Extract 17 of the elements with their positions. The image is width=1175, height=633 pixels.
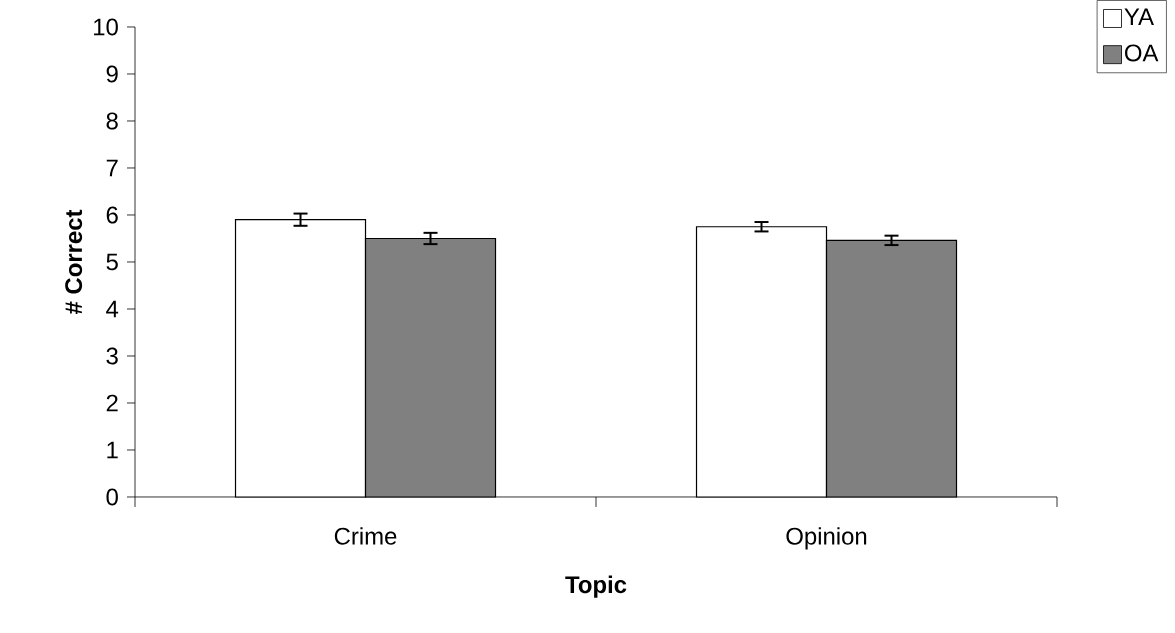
y-tick-label: 1: [107, 441, 118, 459]
y-tick-label: 0: [106, 488, 118, 506]
y-tick-label: 10: [94, 18, 118, 36]
y-tick-label: 7: [106, 159, 118, 177]
y-tick-label: 3: [106, 347, 118, 365]
y-tick-label: 2: [106, 394, 118, 412]
y-tick-label: 9: [106, 65, 118, 83]
legend-label: OA: [1125, 44, 1159, 62]
y-tick-label: 5: [106, 253, 118, 271]
x-axis-title: Topic: [565, 575, 627, 598]
x-tick-label: Crime: [334, 527, 397, 545]
y-tick-label: 6: [106, 206, 118, 224]
y-axis-title: # Correct: [65, 209, 83, 315]
y-tick-label: 8: [106, 112, 118, 130]
legend-label: YA: [1124, 8, 1154, 25]
y-tick-label: 4: [106, 300, 119, 318]
x-tick-label: Opinion: [786, 527, 867, 550]
